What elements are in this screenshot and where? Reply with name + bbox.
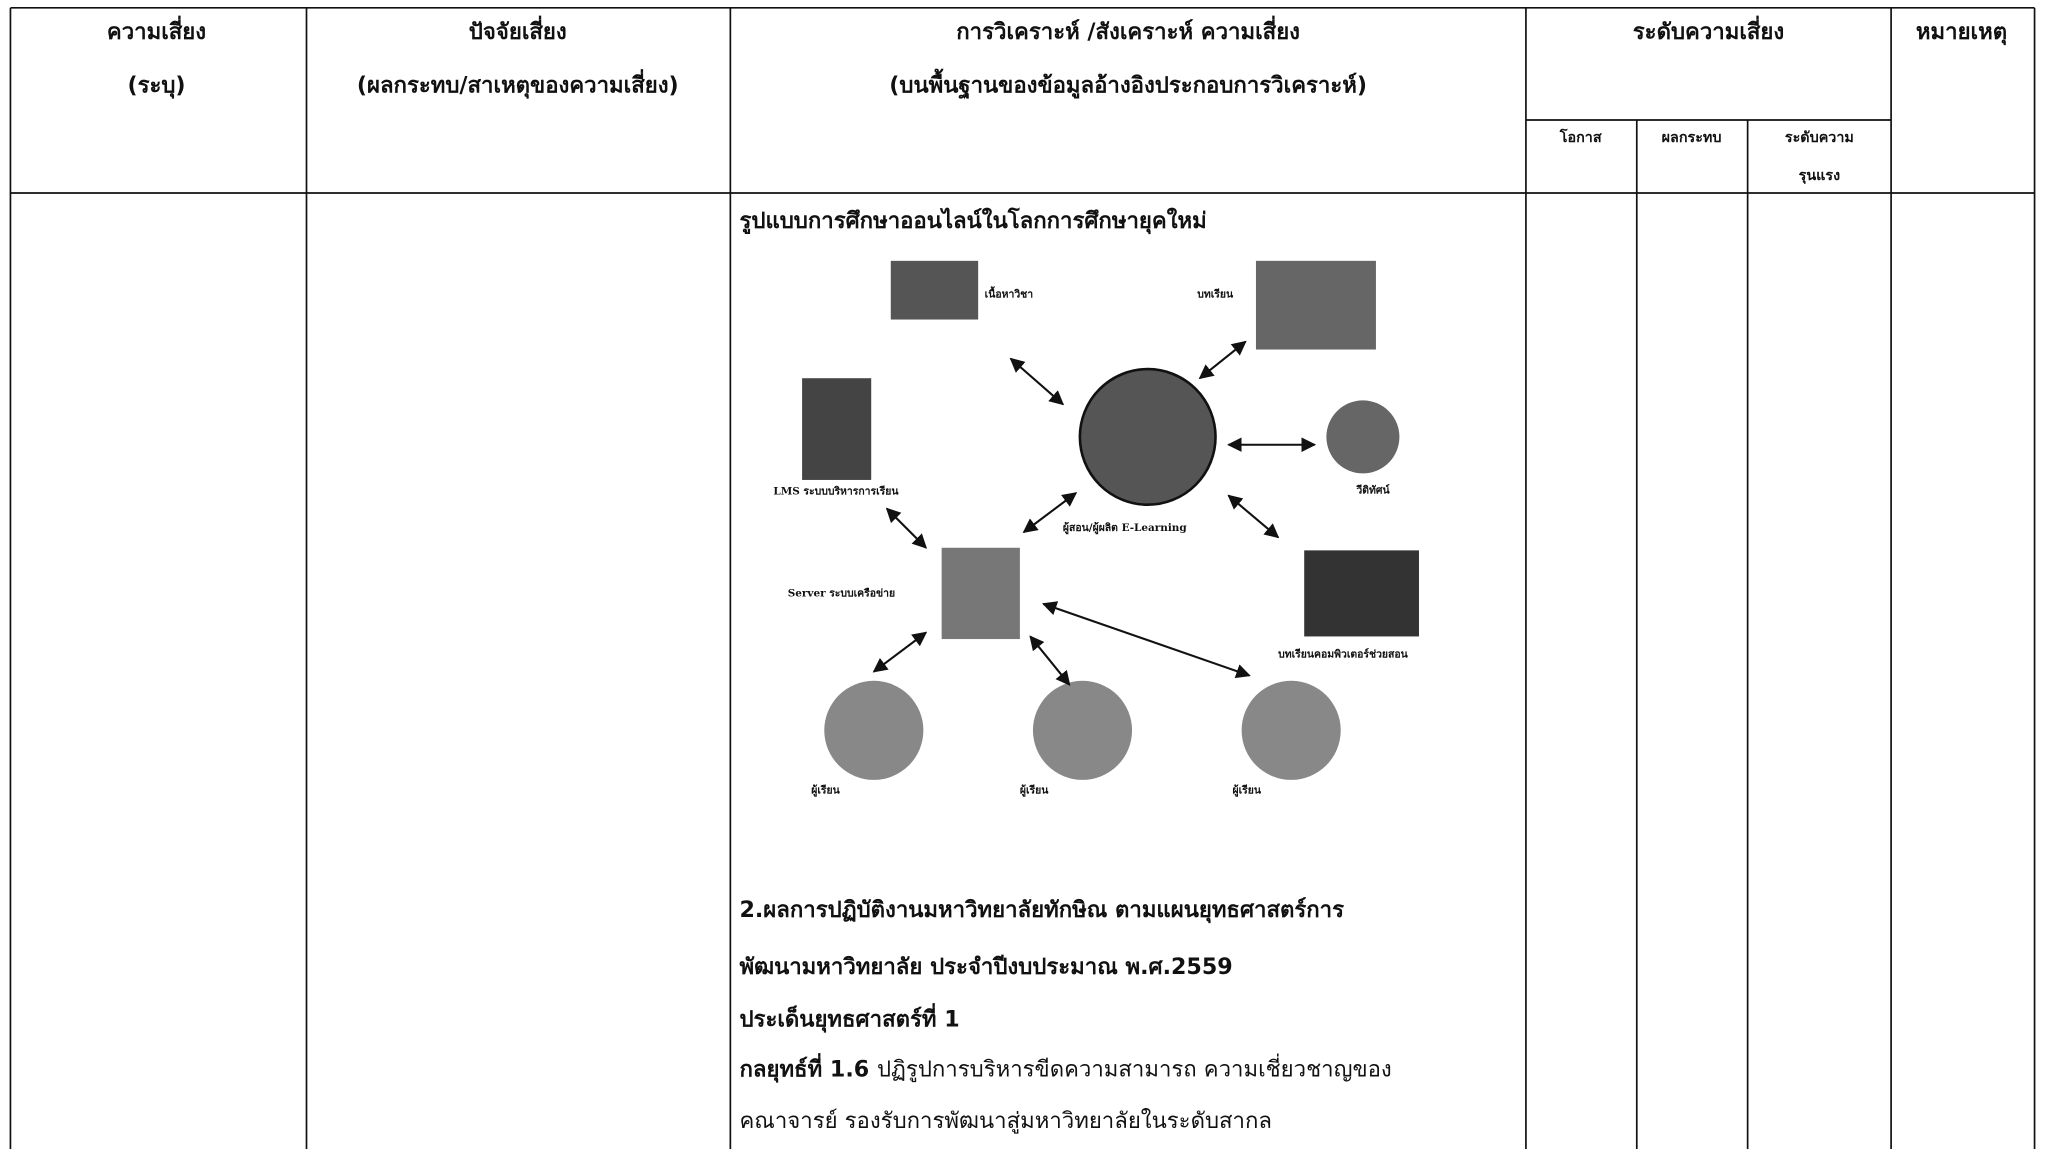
diagram-label: ผู้เรียน [1232, 783, 1261, 797]
strategy-text: ปฏิรูปการบริหารขีดความสามารถ ความเชี่ยวช… [877, 1053, 1392, 1082]
strategy-label: กลยุทธ์ที่ 1.6 [739, 1052, 869, 1083]
diagram-label: วีดิทัศน์ [1355, 483, 1390, 496]
diagram-label: เนื้อหาวิชา [985, 286, 1034, 301]
header-risk: (ระบุ) [127, 73, 185, 100]
header-analysis: (บนพื้นฐานของข้อมูลอ้างอิงประกอบการวิเคร… [889, 68, 1367, 100]
diagram-label: LMS ระบบบริหารการเรียน [773, 485, 899, 498]
sub-severity: รุนแรง [1799, 168, 1840, 184]
header-analysis: การวิเคราะห์ /สังเคราะห์ ความเสี่ยง [956, 15, 1300, 45]
table-lines [9, 6, 2036, 1149]
body-line: ประเด็นยุทธศาสตร์ที่ 1 [739, 1002, 959, 1033]
diagram-label: ผู้เรียน [1020, 783, 1049, 797]
sub-severity: ระดับความ [1785, 130, 1854, 146]
sub-chance: โอกาส [1559, 128, 1602, 146]
diagram-label: Server ระบบเครือข่าย [788, 586, 895, 599]
diagram-label: บทเรียน [1197, 288, 1234, 301]
strategy-text: คณาจารย์ รองรับการพัฒนาสู่มหาวิทยาลัยในร… [739, 1108, 1272, 1134]
diagram [802, 260, 1419, 780]
header-risk: ความเสี่ยง [107, 15, 206, 45]
diagram-title: รูปแบบการศึกษาออนไลน์ในโลกการศึกษายุคใหม… [739, 207, 1206, 235]
diagram-label: บทเรียนคอมพิวเตอร์ช่วยสอน [1278, 648, 1409, 661]
body-line: พัฒนามหาวิทยาลัย ประจำปีงบประมาณ พ.ศ.255… [739, 954, 1232, 980]
diagram-label: ผู้สอน/ผู้ผลิต E-Learning [1063, 521, 1187, 535]
sub-impact: ผลกระทบ [1662, 130, 1722, 146]
diagram-label: ผู้เรียน [811, 783, 840, 797]
header-factor: ปัจจัยเสี่ยง [469, 15, 567, 45]
body-line: 2.ผลการปฏิบัติงานมหาวิทยาลัยทักษิณ ตามแผ… [739, 897, 1344, 924]
header-remark: หมายเหตุ [1916, 19, 2007, 46]
header-level: ระดับความเสี่ยง [1633, 15, 1784, 45]
header-factor: (ผลกระทบ/สาเหตุของความเสี่ยง) [357, 69, 679, 100]
strategy-line: กลยุทธ์ที่ 1.6 ปฏิรูปการบริหารขีดความสามา… [739, 1052, 1391, 1083]
